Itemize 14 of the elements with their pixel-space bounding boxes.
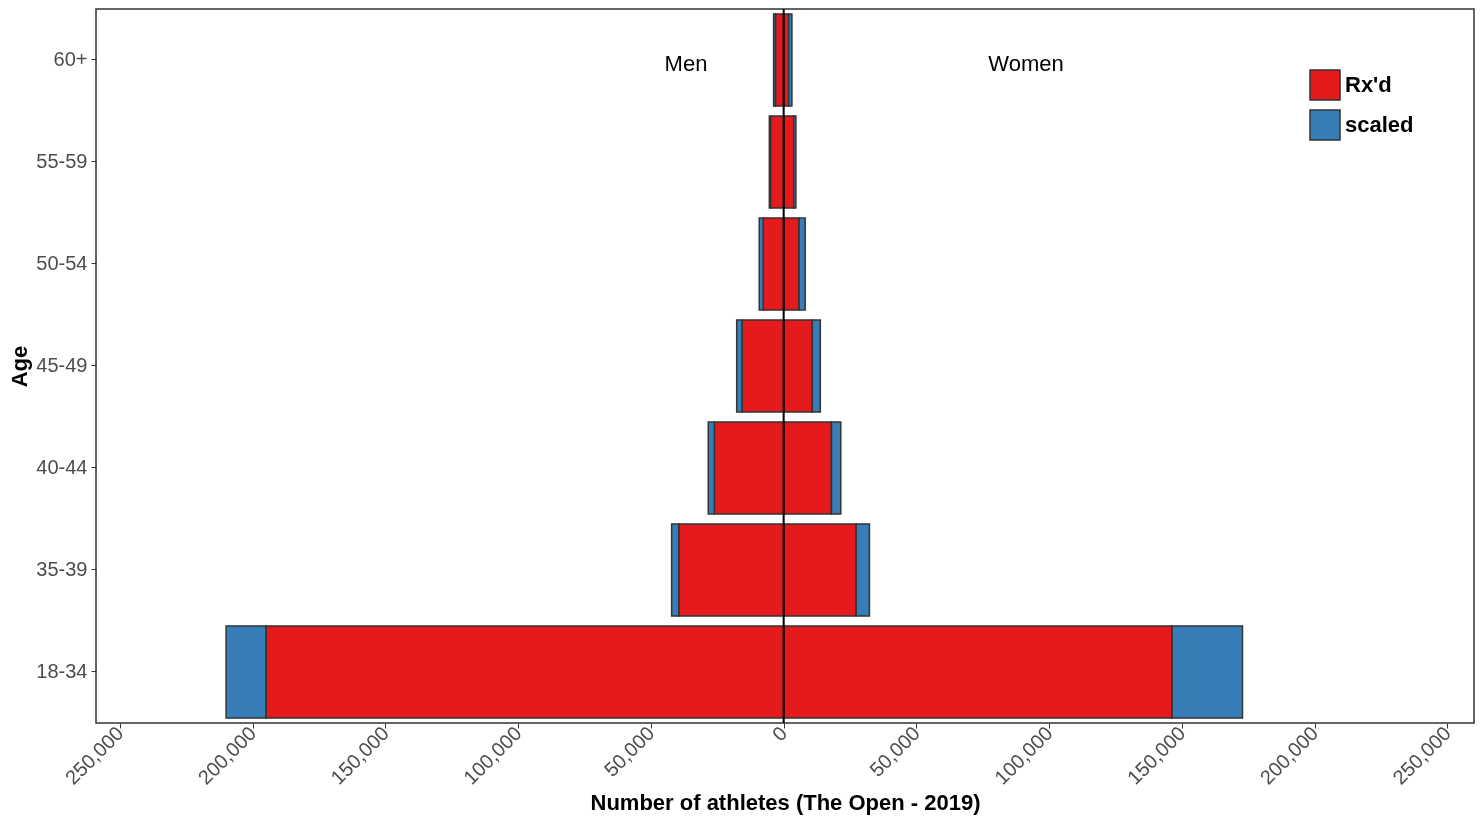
y-tick-label: 55-59 <box>36 150 88 172</box>
x-tick-label: 0 <box>767 722 792 746</box>
y-tick-label: 50-54 <box>36 252 88 274</box>
legend-label: Rx'd <box>1345 72 1392 97</box>
y-tick-label: 40-44 <box>36 456 88 478</box>
y-tick-label: 60+ <box>53 48 88 70</box>
annotation: Women <box>988 51 1064 76</box>
x-axis-title: Number of athletes (The Open - 2019) <box>590 789 981 815</box>
y-tick-label: 45-49 <box>36 354 88 376</box>
y-tick-label: 35-39 <box>36 558 88 580</box>
annotation: Men <box>664 51 708 76</box>
y-tick-label: 18-34 <box>36 660 88 682</box>
y-axis-title: Age <box>7 345 33 388</box>
legend-label: scaled <box>1345 112 1414 137</box>
